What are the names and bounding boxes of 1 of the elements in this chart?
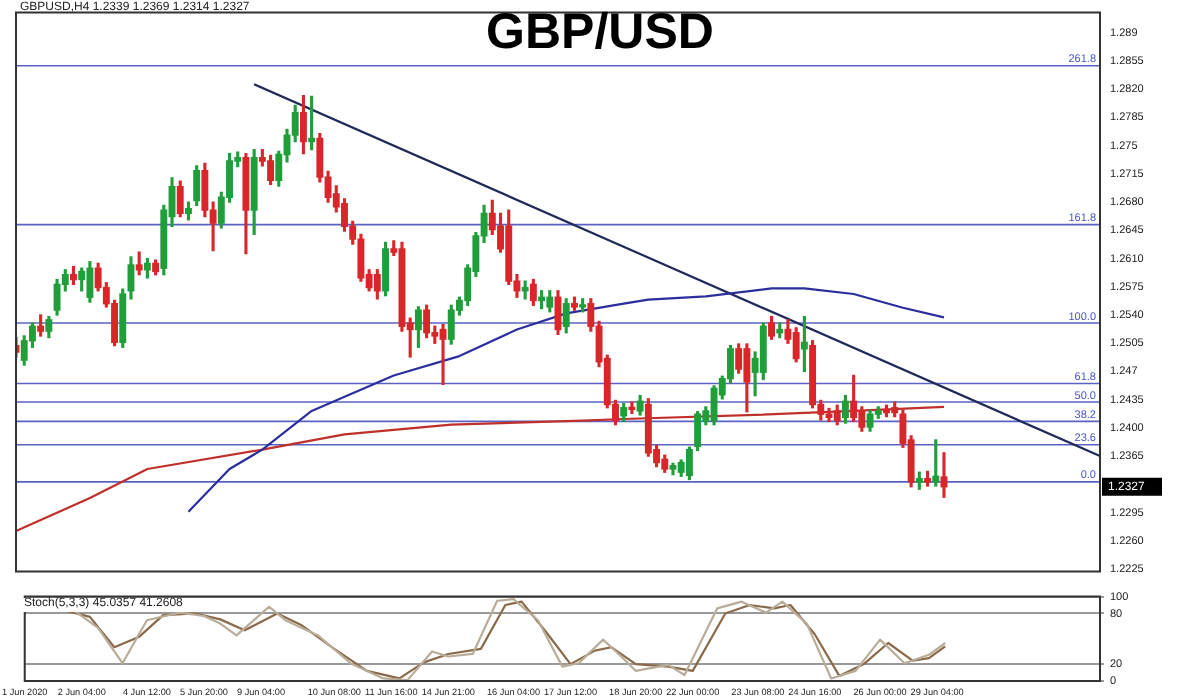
chart-title: GBP/USD <box>486 4 714 60</box>
